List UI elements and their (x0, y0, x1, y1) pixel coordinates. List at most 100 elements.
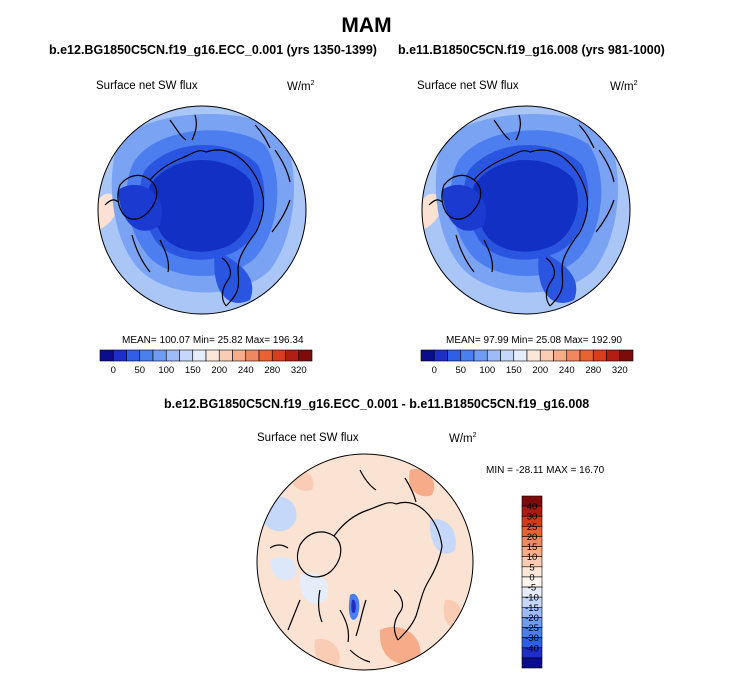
colorbar-tick-label: 100 (479, 365, 495, 376)
colorbar-swatch (513, 349, 528, 362)
colorbar-tick-label: 0 (111, 365, 116, 376)
colorbar-tick-label: 15 (527, 542, 538, 553)
colorbar-tick-label: 200 (211, 365, 227, 376)
colorbar-swatch (139, 349, 154, 362)
map1-core (148, 160, 254, 252)
colorbar-tick-label: -30 (525, 633, 539, 644)
colorbar-swatch (99, 349, 114, 362)
colorbar-tick-label: 30 (527, 512, 538, 523)
map2-coastlines (428, 114, 615, 307)
colorbar-tick-label: -20 (525, 613, 539, 624)
colorbar-tick-label: 240 (238, 365, 254, 376)
colorbar-tick-label: -25 (525, 623, 539, 634)
colorbar-tick-label: 0 (432, 365, 437, 376)
colorbar-swatch (486, 349, 501, 362)
panel1-map (98, 106, 306, 314)
colorbar-tick-label: 100 (158, 365, 174, 376)
colorbar-tick-label: 10 (527, 552, 538, 563)
colorbar-tick-label: 20 (527, 532, 538, 543)
colorbar-swatch (165, 349, 180, 362)
colorbar-tick-label: -5 (528, 583, 536, 594)
colorbar-tick-label: 280 (585, 365, 601, 376)
colorbar-tick-label: 25 (527, 522, 538, 533)
panel1-variable-label: Surface net SW flux (96, 80, 198, 92)
panel1-colorbar: 0 50 100 150 200 240 280 320 (99, 349, 313, 376)
colorbar-tick-label: -10 (525, 593, 539, 604)
map3-coastlines (269, 469, 443, 663)
colorbar-tick-label: 40 (527, 502, 538, 513)
colorbar-swatch (298, 349, 313, 362)
colorbar-tick-label: 50 (134, 365, 145, 376)
map3-boundary (256, 453, 474, 671)
colorbar-swatch (179, 349, 194, 362)
colorbar-swatch (245, 349, 260, 362)
map3-warm-patch-1 (409, 469, 435, 497)
colorbar-swatch (126, 349, 141, 362)
map2-greenland-low (442, 184, 486, 231)
map2-scandinavia-low (538, 250, 577, 303)
colorbar-swatch (152, 349, 167, 362)
panel3-map (257, 454, 473, 670)
colorbar-swatch (112, 349, 127, 362)
panel3-units-label: W/m2 (449, 432, 477, 445)
colorbar-swatch (192, 349, 207, 362)
colorbar-tick-label: -15 (525, 603, 539, 614)
colorbar-tick-label: 0 (529, 572, 534, 583)
map3-negative-core (351, 599, 356, 614)
map1-boundary (97, 105, 307, 315)
colorbar-swatch (473, 349, 488, 362)
colorbar-swatch (433, 349, 448, 362)
map3-cool-patch-2 (270, 556, 297, 581)
panel1-title: b.e12.BG1850C5CN.f19_g16.ECC_0.001 (yrs … (49, 43, 377, 57)
colorbar-swatch (566, 349, 581, 362)
map1-coastlines (104, 114, 291, 307)
colorbar-swatch (232, 349, 247, 362)
panel2-map (422, 106, 630, 314)
map3-cool-patch-3 (299, 572, 329, 604)
panel3-variable-label: Surface net SW flux (257, 432, 359, 444)
colorbar-tick-label: 200 (532, 365, 548, 376)
map1-greenland-low (118, 184, 162, 231)
panel3-stats: MIN = -28.11 MAX = 16.70 (486, 465, 605, 476)
colorbar-tick-label: 320 (291, 365, 307, 376)
colorbar-tick-label: 240 (559, 365, 575, 376)
colorbar-swatch (285, 349, 300, 362)
colorbar-swatch (579, 349, 594, 362)
map3-warm-patch-3 (314, 639, 340, 666)
figure-title: MAM (341, 14, 392, 37)
panel2-stats: MEAN= 97.99 Min= 25.08 Max= 192.90 (446, 335, 622, 346)
colorbar-swatch (218, 349, 233, 362)
panel1-units-label: W/m2 (287, 80, 315, 93)
map2-boundary (421, 105, 631, 315)
colorbar-swatch (592, 349, 607, 362)
colorbar-swatch (271, 349, 286, 362)
map2-core (472, 160, 578, 252)
colorbar-swatch (500, 349, 515, 362)
colorbar-tick-label: 50 (455, 365, 466, 376)
colorbar-tick-label: 5 (529, 562, 534, 573)
colorbar-swatch (526, 349, 541, 362)
colorbar-swatch (420, 349, 435, 362)
colorbar-swatch (447, 349, 462, 362)
colorbar-swatch (521, 657, 543, 669)
colorbar-tick-label: -40 (525, 643, 539, 654)
colorbar-swatch (460, 349, 475, 362)
panel2-title: b.e11.B1850C5CN.f19_g16.008 (yrs 981-100… (398, 43, 665, 57)
colorbar-tick-label: 150 (506, 365, 522, 376)
colorbar-swatch (553, 349, 568, 362)
panel1-stats: MEAN= 100.07 Min= 25.82 Max= 196.34 (122, 335, 304, 346)
colorbar-swatch (205, 349, 220, 362)
panel3-title: b.e12.BG1850C5CN.f19_g16.ECC_0.001 - b.e… (164, 397, 590, 411)
panel2-colorbar: 0 50 100 150 200 240 280 320 (420, 349, 634, 376)
colorbar-swatch (606, 349, 621, 362)
map1-scandinavia-low (214, 250, 253, 303)
colorbar-tick-label: 280 (264, 365, 280, 376)
colorbar-swatch (539, 349, 554, 362)
colorbar-swatch (258, 349, 273, 362)
colorbar-tick-label: 150 (185, 365, 201, 376)
panel2-units-label: W/m2 (610, 80, 638, 93)
colorbar-tick-label: 320 (612, 365, 628, 376)
panel2-variable-label: Surface net SW flux (417, 80, 519, 92)
